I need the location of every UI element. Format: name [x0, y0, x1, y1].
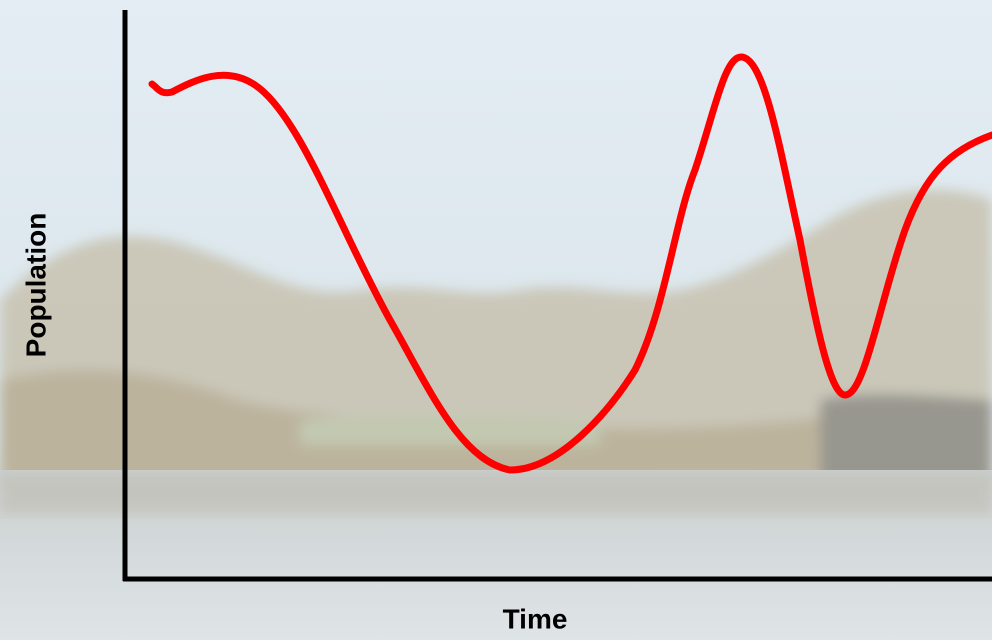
y-axis-label: Population: [20, 213, 51, 358]
population-curve: [148, 53, 992, 474]
x-axis-label: Time: [503, 603, 568, 634]
axes: [122, 10, 992, 582]
